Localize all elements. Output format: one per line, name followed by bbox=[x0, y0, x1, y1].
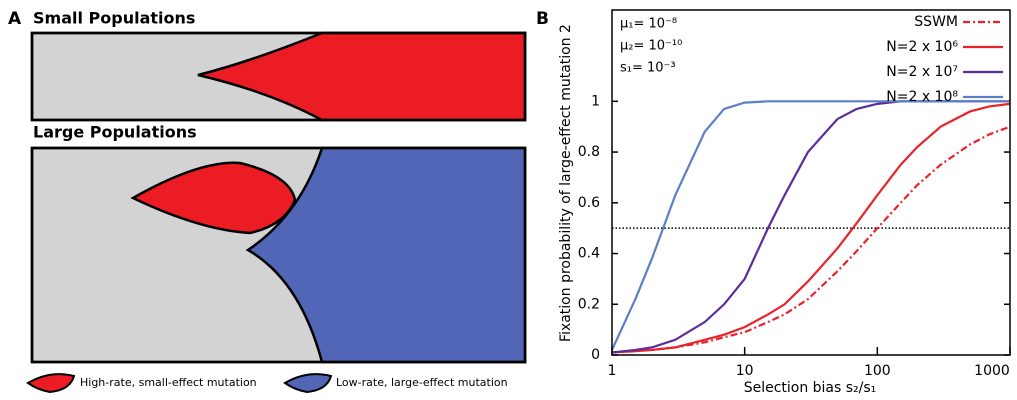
legend-label: N=2 x 10⁷ bbox=[886, 64, 958, 80]
y-tick-label: 0.6 bbox=[578, 195, 600, 211]
x-axis-label: Selection bias s₂/s₁ bbox=[744, 380, 877, 396]
series-line bbox=[611, 102, 1011, 354]
legend-label: SSWM bbox=[914, 14, 958, 30]
series-line bbox=[611, 100, 1010, 354]
legend-label: High-rate, small-effect mutation bbox=[80, 376, 257, 389]
series-line bbox=[611, 125, 1011, 354]
series-line bbox=[611, 100, 1010, 351]
x-tick-label: 1000 bbox=[974, 363, 1010, 379]
legend-label: Low-rate, large-effect mutation bbox=[336, 376, 508, 389]
annotation: s₁= 10⁻³ bbox=[620, 61, 676, 76]
y-tick-label: 0.8 bbox=[578, 144, 600, 160]
plot-frame bbox=[611, 9, 1011, 356]
x-tick-label: 1 bbox=[608, 363, 617, 379]
annotation: μ₂= 10⁻¹⁰ bbox=[620, 39, 682, 54]
panel-title: Large Populations bbox=[33, 123, 197, 142]
plot: 0 0.2 0.4 0.6 0.8 1 1 10 100 1000 μ₁= 10⁻⁸ μ₂= 10⁻¹… bbox=[578, 9, 1011, 379]
legend-icon bbox=[283, 373, 333, 394]
panel-title: Small Populations bbox=[33, 9, 195, 28]
small-effect-region bbox=[130, 161, 297, 235]
legend-label: N=2 x 10⁶ bbox=[886, 39, 958, 55]
frame bbox=[30, 31, 527, 122]
legend-label: N=2 x 10⁸ bbox=[886, 89, 958, 105]
small-effect-region bbox=[197, 31, 527, 122]
y-tick-label: 0 bbox=[591, 347, 600, 363]
y-tick-label: 1 bbox=[591, 93, 600, 109]
y-tick-label: 0.2 bbox=[578, 296, 600, 312]
panel-label: B bbox=[536, 9, 549, 29]
legend-icon bbox=[26, 373, 76, 394]
y-tick-label: 0.4 bbox=[578, 246, 600, 262]
x-tick-label: 100 bbox=[864, 363, 891, 379]
x-tick-label: 10 bbox=[736, 363, 754, 379]
large-effect-region bbox=[245, 146, 527, 364]
frame bbox=[30, 146, 527, 364]
panel-label: A bbox=[8, 9, 22, 29]
annotation: μ₁= 10⁻⁸ bbox=[620, 17, 677, 32]
y-axis-label: Fixation probability of large-effect mut… bbox=[558, 24, 574, 342]
